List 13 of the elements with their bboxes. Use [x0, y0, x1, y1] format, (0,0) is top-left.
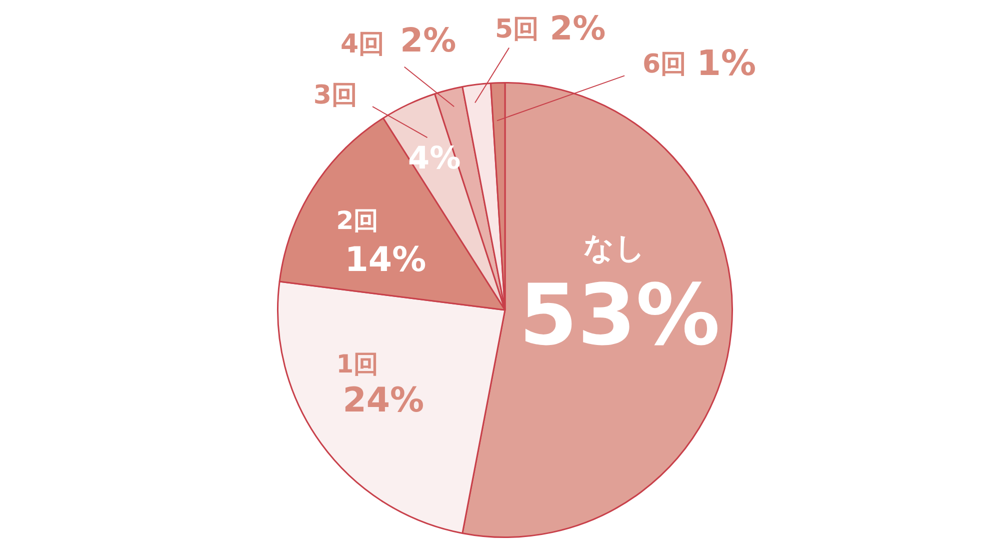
slice-label: なし: [584, 231, 646, 266]
data-label: 2%: [550, 8, 606, 48]
data-label: 53%: [519, 266, 720, 364]
slice-label: 2回: [336, 206, 379, 235]
slice-label: 6回: [642, 49, 687, 80]
slice-label: 5回: [494, 14, 540, 45]
data-label: 2%: [400, 20, 456, 60]
slice-label: 3回: [313, 80, 358, 110]
data-label: 1%: [696, 44, 756, 84]
data-label: 24%: [342, 380, 424, 421]
data-label: 14%: [344, 240, 426, 280]
slice-label: 1回: [336, 349, 379, 378]
slice-label: 4回: [340, 30, 385, 60]
